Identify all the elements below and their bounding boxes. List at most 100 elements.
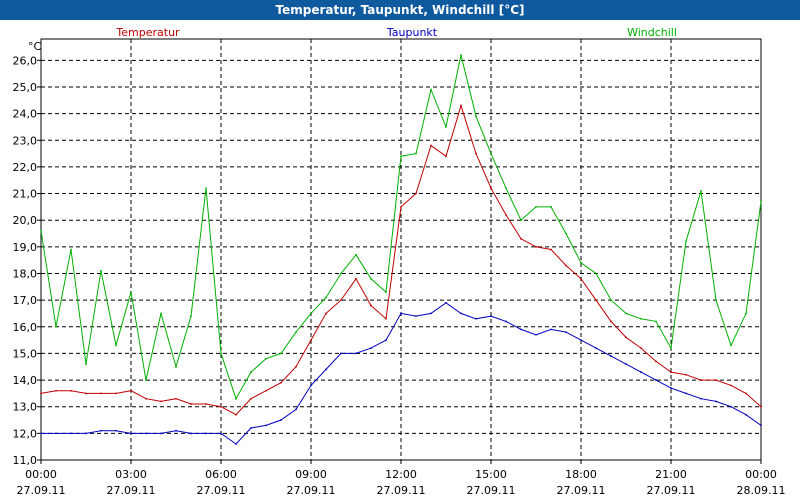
data-point-taupunkt (460, 312, 462, 315)
data-point-windchill (385, 291, 387, 294)
data-point-taupunkt (70, 432, 72, 435)
data-point-windchill (340, 272, 342, 275)
data-point-windchill (550, 205, 552, 208)
data-point-windchill (190, 315, 192, 318)
data-point-windchill (70, 248, 72, 251)
data-point-windchill (235, 397, 237, 400)
data-point-taupunkt (55, 432, 57, 435)
data-point-windchill (565, 232, 567, 235)
data-point-taupunkt (235, 443, 237, 445)
data-point-temperatur (625, 336, 627, 339)
chart-area: 26,0 25,0 24,0 23,0 22,0 21,0 20,0 19,0 18,0 17,0… (13, 26, 786, 497)
legend: Temperatur Taupunkt Windchill (115, 26, 677, 39)
data-point-temperatur (295, 365, 297, 368)
data-point-windchill (115, 344, 117, 347)
data-point-windchill (415, 152, 417, 155)
data-point-windchill (475, 115, 477, 118)
data-point-windchill (625, 312, 627, 315)
data-point-windchill (370, 277, 372, 280)
data-point-temperatur (475, 152, 477, 155)
data-point-temperatur (505, 213, 507, 216)
x-tick-date: 27.09.11 (467, 484, 516, 497)
data-point-taupunkt (580, 339, 582, 341)
data-point-taupunkt (160, 432, 162, 435)
data-point-temperatur (640, 347, 642, 349)
y-tick-label: 19,0 (13, 241, 38, 254)
x-tick-time: 06:00 (205, 468, 237, 481)
data-point-temperatur (610, 320, 612, 323)
data-point-taupunkt (490, 315, 492, 318)
data-point-windchill (265, 357, 267, 360)
x-tick-date: 27.09.11 (107, 484, 156, 497)
y-tick-label: 11,0 (13, 454, 38, 467)
y-tick-label: 16,0 (13, 321, 38, 334)
data-point-windchill (445, 126, 447, 128)
series-line-taupunkt (41, 302, 762, 445)
x-tick-date: 27.09.11 (287, 484, 336, 497)
x-tick-time: 15:00 (475, 468, 507, 481)
x-tick-time: 18:00 (565, 468, 597, 481)
data-point-taupunkt (505, 320, 507, 323)
x-tick-time: 21:00 (655, 468, 687, 481)
data-point-windchill (430, 88, 432, 91)
data-point-temperatur (490, 187, 492, 190)
data-point-temperatur (550, 248, 552, 251)
legend-item-windchill: Windchill (627, 26, 677, 39)
data-point-windchill (325, 296, 327, 299)
x-tick-date: 28.09.11 (737, 484, 786, 497)
data-point-taupunkt (190, 432, 192, 435)
data-point-taupunkt (400, 312, 402, 315)
y-axis-label: °C (28, 40, 42, 53)
data-point-temperatur (280, 381, 282, 384)
data-point-temperatur (250, 397, 252, 400)
data-point-windchill (580, 261, 582, 264)
x-tick-date: 27.09.11 (197, 484, 246, 497)
data-point-temperatur (445, 155, 447, 158)
data-point-taupunkt (175, 429, 177, 432)
data-point-temperatur (745, 392, 747, 395)
legend-item-temperatur: Temperatur (115, 26, 180, 39)
data-point-temperatur (100, 392, 102, 395)
data-point-temperatur (130, 389, 132, 392)
data-point-windchill (760, 200, 762, 203)
data-point-temperatur (175, 397, 177, 400)
x-tick-time: 09:00 (295, 468, 327, 481)
data-point-taupunkt (520, 328, 522, 331)
data-point-windchill (85, 363, 87, 365)
data-point-taupunkt (265, 424, 267, 427)
data-point-windchill (400, 155, 402, 158)
data-point-temperatur (85, 392, 87, 395)
data-point-temperatur (160, 400, 162, 403)
data-point-temperatur (145, 397, 147, 400)
data-point-taupunkt (250, 427, 252, 429)
legend-item-taupunkt: Taupunkt (386, 26, 438, 39)
data-point-windchill (160, 312, 162, 315)
data-point-windchill (670, 347, 672, 349)
data-point-windchill (145, 379, 147, 381)
data-point-temperatur (325, 312, 327, 315)
data-point-windchill (130, 291, 132, 294)
data-point-taupunkt (220, 432, 222, 435)
data-point-temperatur (565, 264, 567, 267)
x-tick-time: 12:00 (385, 468, 417, 481)
data-point-windchill (640, 317, 642, 320)
data-point-windchill (310, 312, 312, 315)
y-axis: 26,0 25,0 24,0 23,0 22,0 21,0 20,0 19,0 18,0 17,0… (13, 54, 41, 467)
data-point-taupunkt (700, 397, 702, 400)
data-point-taupunkt (685, 392, 687, 395)
data-point-taupunkt (340, 352, 342, 355)
data-point-taupunkt (115, 429, 117, 432)
data-point-temperatur (655, 360, 657, 363)
data-point-temperatur (70, 389, 72, 392)
data-point-windchill (610, 299, 612, 302)
y-tick-label: 21,0 (13, 188, 38, 201)
y-tick-label: 14,0 (13, 374, 38, 387)
data-point-temperatur (265, 389, 267, 392)
y-tick-label: 24,0 (13, 108, 38, 121)
data-point-taupunkt (565, 331, 567, 334)
data-point-windchill (100, 269, 102, 272)
x-tick-date: 27.09.11 (377, 484, 426, 497)
x-tick-time: 03:00 (115, 468, 147, 481)
data-point-temperatur (355, 277, 357, 280)
x-axis: 00:00 27.09.11 03:00 27.09.11 06:00 27.09.11 0… (17, 460, 786, 497)
